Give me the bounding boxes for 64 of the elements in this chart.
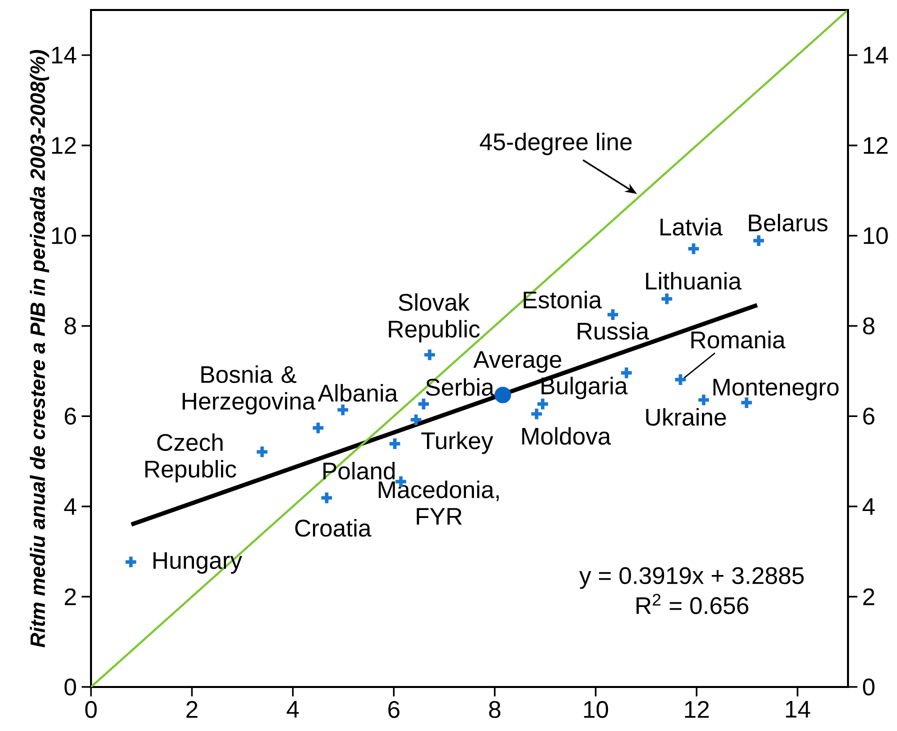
data-label: Lithuania [646, 272, 742, 290]
data-label: Romania [691, 330, 786, 348]
series-label: 45-degree line [480, 132, 632, 156]
data-label: Bosnia & Herzegovina [182, 365, 316, 414]
point [408, 412, 424, 427]
x-tick-label: 8 [489, 701, 500, 718]
y-tick-label: 10 [52, 227, 76, 244]
y2-tick-label: 6 [863, 408, 874, 425]
point [494, 386, 512, 404]
y-tick-label: 2 [64, 588, 76, 606]
y2-tick-label: 4 [862, 498, 875, 515]
y2-tick-label: 14 [864, 46, 888, 64]
data-label: Estonia [524, 290, 602, 308]
series-label: Average [473, 351, 562, 373]
data-label: Latvia [660, 218, 723, 236]
point [530, 406, 544, 421]
point [311, 420, 326, 435]
data-label: Montenegro [713, 378, 839, 400]
point [422, 348, 437, 362]
point [752, 234, 766, 248]
x-tick-label: 12 [685, 701, 709, 718]
annotation: y = 0.3919x + 3.2885 [579, 567, 804, 589]
x-tick-label: 4 [286, 701, 299, 718]
data-label: Turkey [421, 432, 494, 454]
y-tick-label: 4 [64, 498, 76, 515]
x-tick-label: 14 [786, 701, 810, 718]
point [388, 436, 402, 451]
data-label: Serbia [426, 378, 494, 396]
data-label: Russia [578, 322, 650, 340]
point [686, 242, 701, 256]
data-label: Moldova [522, 427, 611, 445]
point [673, 372, 688, 387]
y2-tick-label: 0 [862, 678, 874, 696]
point [336, 402, 350, 417]
y-tick-label: 8 [64, 317, 76, 334]
point [320, 490, 334, 505]
y-tick-label: 12 [52, 136, 76, 154]
y-tick-label: 14 [52, 46, 76, 64]
data-label: Macedonia, FYR [378, 480, 499, 525]
y2-tick-label: 12 [864, 136, 888, 154]
data-label: Belarus [748, 214, 828, 232]
annotation: R$^{2}$ = 0.656 [636, 594, 748, 614]
data-label: Bulgaria [542, 376, 628, 400]
x-tick-label: 6 [388, 701, 400, 718]
data-label: Slovak Republic [388, 293, 480, 342]
point [255, 444, 270, 459]
point [660, 292, 674, 306]
x-tick-label: 2 [186, 701, 198, 718]
data-label: Ukraine [646, 408, 726, 426]
point [696, 392, 711, 408]
point [124, 554, 138, 570]
point [416, 396, 431, 412]
data-label: Czech Republic [145, 433, 236, 482]
data-label: Albania [318, 384, 398, 402]
y-tick-label: 6 [64, 408, 76, 425]
y2-tick-label: 8 [863, 317, 874, 334]
x-tick-label: 10 [584, 701, 608, 718]
y-tick-label: 0 [64, 678, 76, 696]
point [606, 308, 620, 322]
y-axis-title: Ritm mediu anual de crestere a PIB in perioada 2003-2008(%) [30, 50, 50, 648]
y2-tick-label: 10 [864, 227, 888, 244]
x-tick-label: 0 [85, 701, 97, 718]
y2-tick-label: 2 [863, 588, 874, 606]
data-label: Croatia [295, 519, 372, 537]
